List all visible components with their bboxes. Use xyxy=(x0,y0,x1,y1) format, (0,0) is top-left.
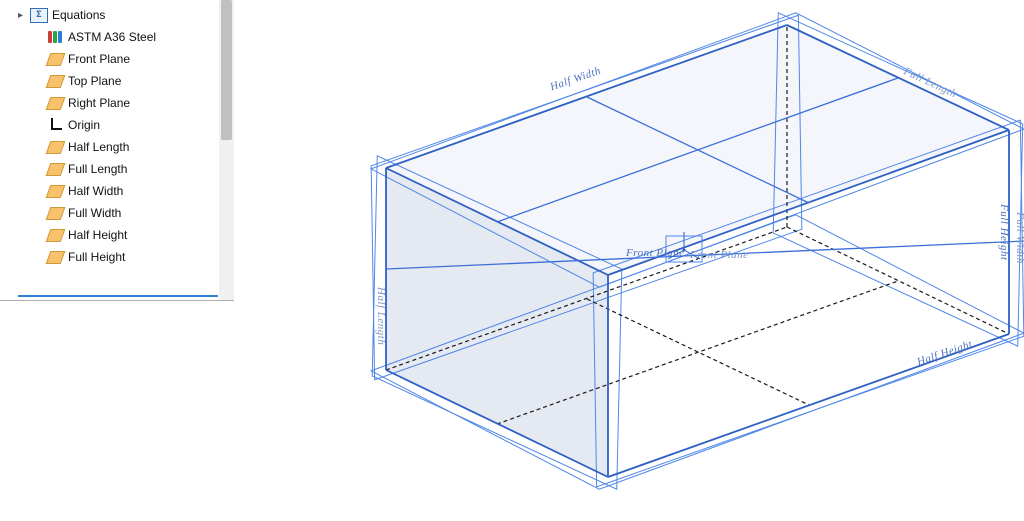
tree-item-front-plane[interactable]: Front Plane xyxy=(0,48,234,70)
tree-item-label: Front Plane xyxy=(68,52,130,66)
tree-item-label: Full Length xyxy=(68,162,127,176)
equations-icon: Σ xyxy=(30,7,48,23)
material-icon xyxy=(46,29,64,45)
tree-item-label: Half Height xyxy=(68,228,127,242)
tree-item-label: Half Length xyxy=(68,140,129,154)
tree-item-right-plane[interactable]: Right Plane xyxy=(0,92,234,114)
origin-icon xyxy=(46,117,64,133)
plane-icon xyxy=(46,73,64,89)
graphics-viewport[interactable]: Half WidthFull LengthFull HeightFull Wid… xyxy=(234,0,1024,521)
tree-item-label: Half Width xyxy=(68,184,123,198)
tree-item-origin[interactable]: Origin xyxy=(0,114,234,136)
tree-item-label: Right Plane xyxy=(68,96,130,110)
tree-item-label: ASTM A36 Steel xyxy=(68,30,156,44)
tree-separator xyxy=(18,295,218,297)
tree-item-full-height[interactable]: Full Height xyxy=(0,246,234,268)
tree-item-full-width[interactable]: Full Width xyxy=(0,202,234,224)
plane-icon xyxy=(46,227,64,243)
label-full-height: Full Height xyxy=(998,203,1010,261)
tree-item-label: Top Plane xyxy=(68,74,121,88)
plane-icon xyxy=(46,183,64,199)
tree-item-astm-a36-steel[interactable]: ASTM A36 Steel xyxy=(0,26,234,48)
tree-item-label: Full Height xyxy=(68,250,125,264)
label-front-plane: Front Plane xyxy=(625,247,685,259)
tree-item-label: Equations xyxy=(52,8,105,22)
label-front-plane-2: Front Plane xyxy=(689,249,749,261)
label-full-width: Full Width xyxy=(1014,211,1024,264)
tree-item-half-width[interactable]: Half Width xyxy=(0,180,234,202)
label-half-width: Half Width xyxy=(548,65,603,94)
plane-icon xyxy=(46,95,64,111)
viewport-canvas: Half WidthFull LengthFull HeightFull Wid… xyxy=(234,0,1024,521)
tree-item-top-plane[interactable]: Top Plane xyxy=(0,70,234,92)
plane-icon xyxy=(46,249,64,265)
tree-scrollbar-thumb[interactable] xyxy=(221,0,232,140)
label-half-length: Half Length xyxy=(375,286,387,345)
tree-item-half-height[interactable]: Half Height xyxy=(0,224,234,246)
plane-icon xyxy=(46,161,64,177)
tree-scrollbar-track[interactable] xyxy=(219,0,234,300)
plane-icon xyxy=(46,205,64,221)
tree-item-label: Full Width xyxy=(68,206,121,220)
plane-icon xyxy=(46,51,64,67)
tree-item-full-length[interactable]: Full Length xyxy=(0,158,234,180)
plane-icon xyxy=(46,139,64,155)
feature-tree-panel: ▸Σ Equations ASTM A36 Steel Front Plane Top … xyxy=(0,0,235,301)
tree-item-half-length[interactable]: Half Length xyxy=(0,136,234,158)
tree-item-equations[interactable]: ▸Σ Equations xyxy=(0,4,234,26)
disclosure-icon: ▸ xyxy=(18,10,28,21)
tree-item-label: Origin xyxy=(68,118,100,132)
feature-tree-list: ▸Σ Equations ASTM A36 Steel Front Plane Top … xyxy=(0,0,234,268)
